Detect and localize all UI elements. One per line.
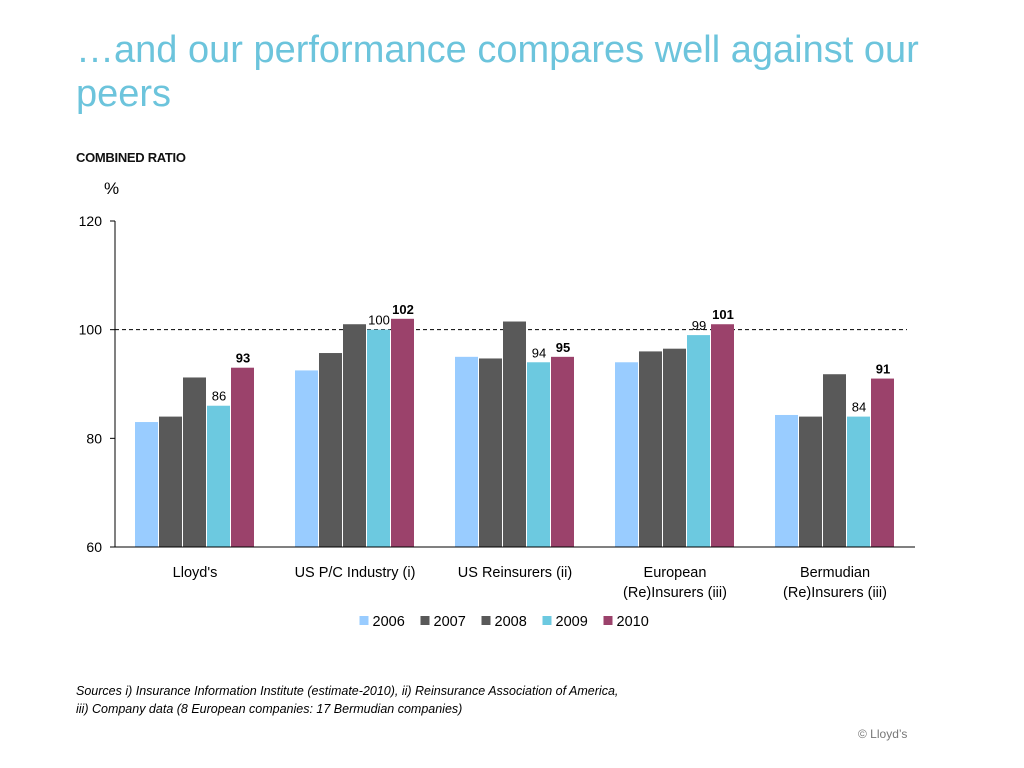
bar [687, 335, 710, 547]
sources-line-1: Sources i) Insurance Information Institu… [76, 684, 619, 698]
bar [663, 348, 686, 547]
bar [551, 356, 574, 547]
bar [183, 377, 206, 547]
y-tick-label: 100 [79, 322, 103, 338]
data-label: 86 [212, 389, 226, 404]
copyright-notice: © Lloyd’s [858, 727, 908, 741]
x-category-label: Bermudian [800, 565, 870, 581]
bar [159, 416, 182, 547]
data-label: 93 [236, 351, 250, 366]
page-title: …and our performance compares well again… [76, 29, 919, 115]
data-label: 101 [712, 307, 734, 322]
data-label: 91 [876, 362, 890, 377]
bar [639, 351, 662, 547]
legend-swatch [359, 616, 369, 625]
legend-label: 2007 [434, 614, 466, 630]
bar [823, 374, 846, 547]
legend-swatch [603, 616, 613, 625]
y-axis-unit-label: % [104, 179, 119, 198]
bar [799, 416, 822, 547]
data-label: 94 [532, 345, 546, 360]
legend-swatch [542, 616, 552, 625]
bar [319, 353, 342, 547]
legend-label: 2008 [495, 614, 527, 630]
chart-section-label: COMBINED RATIO [76, 150, 186, 165]
bar [871, 378, 894, 547]
bar [343, 324, 366, 547]
bar [479, 358, 502, 547]
bar [503, 321, 526, 547]
bar [527, 362, 550, 547]
y-tick-label: 120 [79, 213, 103, 229]
bar [295, 370, 318, 547]
bar [455, 356, 478, 547]
data-label: 102 [392, 302, 414, 317]
data-label: 100 [368, 313, 390, 328]
sources-note: Sources i) Insurance Information Institu… [76, 682, 876, 718]
data-label: 84 [852, 400, 866, 415]
data-label: 95 [556, 340, 570, 355]
y-tick-label: 60 [86, 539, 102, 555]
sources-line-2: iii) Company data (8 European companies:… [76, 702, 463, 716]
bar [367, 329, 390, 547]
legend-swatch [481, 616, 491, 625]
legend-label: 2009 [556, 614, 588, 630]
legend-label: 2006 [373, 614, 405, 630]
bar [775, 414, 798, 547]
legend-swatch [420, 616, 430, 625]
x-category-label: US Reinsurers (ii) [458, 565, 572, 581]
x-category-label: US P/C Industry (i) [295, 565, 416, 581]
y-tick-label: 80 [86, 430, 102, 446]
legend-label: 2010 [617, 614, 649, 630]
x-category-label: (Re)Insurers (iii) [783, 585, 887, 601]
bar [391, 318, 414, 547]
bar [207, 405, 230, 547]
bar [711, 324, 734, 547]
x-category-label: Lloyd's [173, 565, 218, 581]
x-category-label: (Re)Insurers (iii) [623, 585, 727, 601]
bar [231, 367, 254, 547]
bar [847, 416, 870, 547]
bar [615, 362, 638, 547]
bar [135, 422, 158, 547]
data-label: 99 [692, 318, 706, 333]
x-category-label: European [644, 565, 707, 581]
